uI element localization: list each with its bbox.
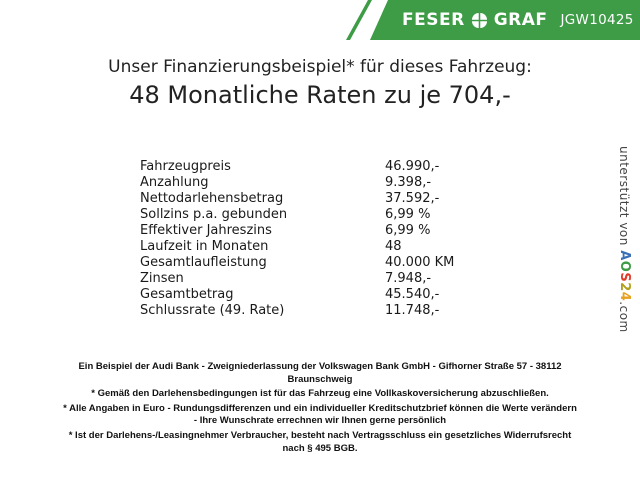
heading-block: Unser Finanzierungsbeispiel* für dieses … [0,57,640,109]
table-row: Gesamtbetrag 45.540,- [140,287,454,303]
table-row: Zinsen 7.948,- [140,271,454,287]
supported-by-vertical-text: unterstützt von AOS24.com [617,146,632,333]
supported-by-suffix: .com [617,301,631,333]
banner-accent-stripe [346,0,372,40]
footer-line: * Ist der Darlehens-/Leasingnehmer Verbr… [68,429,572,441]
row-value: 6,99 % [385,207,431,222]
row-label: Gesamtlaufleistung [140,255,267,270]
aos24-letter: O [617,260,632,273]
financing-table: Fahrzeugpreis 46.990,- Anzahlung 9.398,-… [140,159,454,319]
footer-line: * Gemäß den Darlehensbedingungen ist für… [91,388,549,400]
row-value: 46.990,- [385,159,440,174]
row-label: Nettodarlehensbetrag [140,191,284,206]
row-value: 40.000 KM [385,255,455,270]
row-label: Schlussrate (49. Rate) [140,303,285,318]
row-value: 7.948,- [385,271,432,286]
footer-line: nach § 495 BGB. [282,442,358,454]
row-label: Anzahlung [140,175,209,190]
table-row: Gesamtlaufleistung 40.000 KM [140,255,454,271]
banner-body: FESER GRAF JGW10425 [370,0,640,40]
row-value: 6,99 % [385,223,431,238]
aos24-letter: 2 [617,282,632,292]
footer-line: * Alle Angaben in Euro - Rundungsdiffere… [63,402,577,414]
brand-feser: FESER [402,10,465,30]
heading-title: 48 Monatliche Raten zu je 704,- [129,81,511,109]
table-row: Nettodarlehensbetrag 37.592,- [140,191,454,207]
clover-icon [470,11,489,30]
row-label: Laufzeit in Monaten [140,239,269,254]
aos24-letter: 4 [617,291,632,302]
aos24-letter: S [617,272,632,283]
row-label: Fahrzeugpreis [140,159,231,174]
table-row: Anzahlung 9.398,- [140,175,454,191]
table-row: Schlussrate (49. Rate) 11.748,- [140,303,454,319]
aos24-letter: A [617,250,632,261]
vehicle-code: JGW10425 [560,12,634,28]
row-label: Gesamtbetrag [140,287,234,302]
row-label: Sollzins p.a. gebunden [140,207,288,222]
brand-graf: GRAF [493,10,548,30]
row-value: 9.398,- [385,175,432,190]
table-row: Laufzeit in Monaten 48 [140,239,454,255]
row-label: Effektiver Jahreszins [140,223,272,238]
row-label: Zinsen [140,271,184,286]
supported-by-prefix: unterstützt von [617,146,631,251]
table-row: Effektiver Jahreszins 6,99 % [140,223,454,239]
dealer-banner: FESER GRAF JGW10425 [346,0,640,40]
row-value: 11.748,- [385,303,440,318]
heading-subtitle: Unser Finanzierungsbeispiel* für dieses … [108,57,532,77]
footer-line: Ein Beispiel der Audi Bank - Zweignieder… [78,361,562,372]
row-value: 37.592,- [385,191,440,206]
footer-line: - Ihre Wunschrate errechnen wir Ihnen ge… [193,415,447,427]
row-value: 48 [385,239,402,254]
legal-footer: Ein Beispiel der Audi Bank - Zweignieder… [0,361,640,455]
row-value: 45.540,- [385,287,440,302]
table-row: Fahrzeugpreis 46.990,- [140,159,454,175]
table-row: Sollzins p.a. gebunden 6,99 % [140,207,454,223]
footer-line: Braunschweig [287,373,353,385]
